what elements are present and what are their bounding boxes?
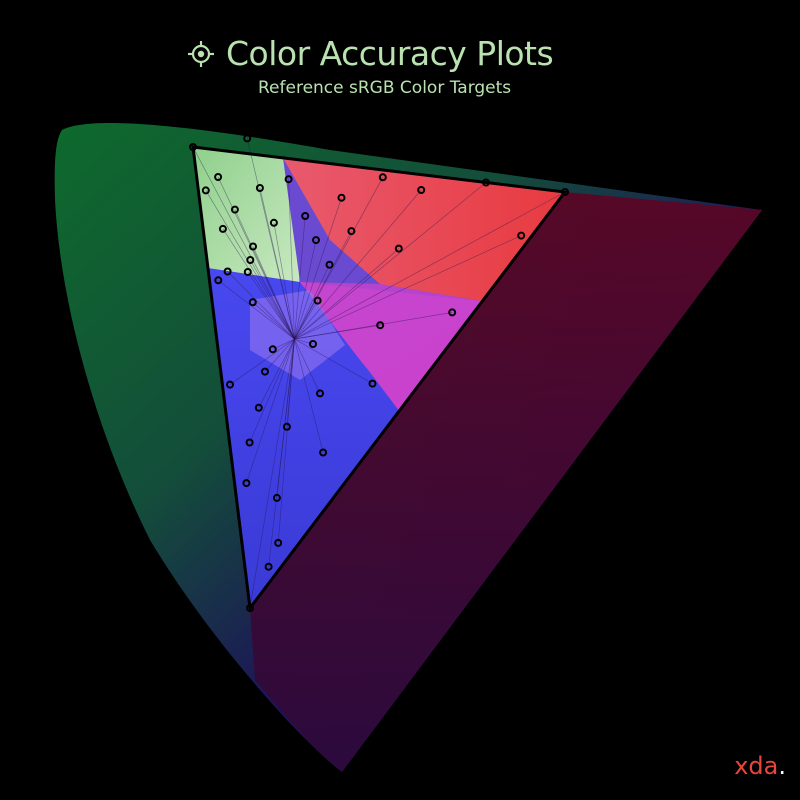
target-point (214, 173, 223, 181)
target-point (243, 134, 252, 143)
target-point (243, 268, 252, 276)
mesh-line (227, 271, 295, 340)
mesh-line (205, 190, 295, 340)
mesh-line (246, 338, 295, 484)
target-point (246, 256, 255, 264)
target-point (517, 231, 526, 240)
target-point (189, 143, 197, 151)
target-point (261, 367, 269, 376)
target-mesh (192, 138, 566, 609)
target-point (242, 479, 251, 488)
target-point (378, 173, 387, 182)
target-point (448, 308, 457, 317)
mesh-line (217, 176, 295, 340)
target-point (249, 242, 257, 251)
mesh-line (294, 338, 373, 384)
target-point (201, 186, 210, 195)
target-point (482, 178, 490, 187)
target-point (214, 276, 223, 285)
target-point (272, 493, 281, 502)
target-point (226, 380, 234, 389)
mesh-line (252, 246, 295, 340)
mesh-line (288, 179, 295, 340)
mesh-line (294, 230, 352, 340)
mesh-line (294, 338, 321, 394)
mesh-line (294, 338, 324, 453)
mesh-line (264, 338, 295, 372)
mesh-line (294, 248, 399, 340)
target-point (248, 298, 257, 307)
header: Color Accuracy Plots (188, 34, 554, 74)
brand-logo: xda. (734, 752, 786, 780)
mesh-line (294, 197, 342, 340)
page-subtitle: Reference sRGB Color Targets (258, 78, 512, 98)
target-point (223, 267, 232, 276)
mesh-line (294, 235, 522, 340)
target-point (282, 422, 291, 431)
mesh-line (294, 240, 317, 340)
mesh-line (286, 338, 295, 427)
mesh-line (294, 191, 566, 340)
mesh-line (276, 338, 295, 498)
mesh-line (273, 222, 295, 340)
target-point (337, 193, 346, 202)
locus-red-region (250, 192, 762, 772)
mesh-line (229, 338, 295, 385)
target-point (268, 345, 277, 354)
target-point (347, 227, 356, 236)
mesh-line (294, 182, 487, 340)
target-point (312, 236, 320, 245)
mesh-line (258, 338, 295, 408)
mesh-line (277, 339, 295, 543)
target-point (309, 340, 317, 348)
page-title: Color Accuracy Plots (226, 34, 554, 73)
mesh-line (249, 338, 295, 609)
mesh-line (246, 138, 295, 340)
target-point (316, 389, 324, 398)
mesh-line (218, 280, 295, 340)
target-point (394, 244, 403, 253)
mesh-line (294, 300, 318, 340)
target-point (230, 205, 239, 214)
mesh-line (268, 338, 295, 567)
mesh-line (294, 189, 422, 340)
mesh-line (294, 312, 453, 340)
mesh-line (294, 264, 330, 340)
target-point (245, 438, 254, 447)
mesh-line (234, 209, 295, 340)
target-points (189, 134, 569, 612)
gamut-fill (193, 147, 565, 608)
target-icon (188, 41, 214, 67)
target-point (319, 448, 328, 457)
mesh-line (259, 187, 295, 340)
target-point (274, 538, 283, 547)
srgb-gamut-triangle (191, 145, 568, 612)
mesh-line (222, 228, 295, 340)
mesh-line (192, 146, 295, 340)
mesh-line (247, 271, 295, 340)
brand-name: xda (734, 752, 779, 780)
mesh-line (252, 302, 295, 340)
mesh-line (250, 259, 295, 340)
target-point (246, 604, 254, 612)
target-point (417, 186, 426, 194)
target-point (254, 403, 263, 412)
target-point (368, 379, 377, 388)
mesh-line (294, 215, 306, 340)
target-point (313, 296, 322, 305)
target-point (561, 188, 569, 196)
target-point (218, 224, 227, 233)
target-point (269, 218, 278, 227)
target-point (255, 184, 264, 192)
brand-dot: . (778, 752, 786, 780)
target-point (284, 175, 293, 184)
target-point (264, 562, 273, 571)
mesh-line (294, 324, 381, 340)
target-point (376, 321, 385, 330)
target-point (301, 212, 310, 220)
mesh-line (294, 177, 384, 340)
target-point (325, 260, 334, 269)
mesh-line (249, 338, 295, 443)
